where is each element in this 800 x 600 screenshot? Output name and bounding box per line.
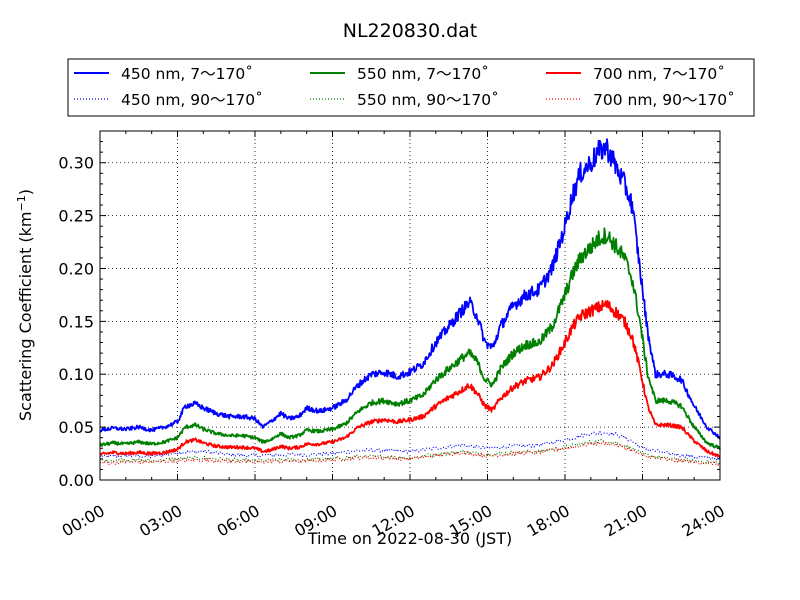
y-axis-label-close: ) — [16, 189, 35, 195]
y-tick-label: 0.00 — [58, 471, 94, 490]
legend-entry-label: 700 nm, 90～170˚ — [593, 91, 735, 109]
series-layer — [99, 138, 721, 467]
legend-box — [67, 58, 755, 117]
legend-entry-label: 450 nm, 90～170˚ — [121, 91, 263, 109]
legend: 450 nm, 7～170˚ 550 nm, 7～170˚ 700 nm, 7～17… — [67, 58, 755, 117]
y-tick-label: 0.10 — [58, 365, 94, 384]
y-tick-label: 0.25 — [58, 207, 94, 226]
series-line-3 — [99, 227, 721, 450]
series-line-1 — [99, 138, 721, 440]
legend-entry-label: 450 nm, 7～170˚ — [121, 65, 253, 83]
y-axis-label: Scattering Coefficient (km−1) — [15, 189, 35, 421]
y-axis-label-main: Scattering Coefficient (km — [16, 211, 35, 421]
series-line-4 — [99, 438, 721, 466]
x-axis-label: Time on 2022-08-30 (JST) — [307, 529, 512, 548]
series-line-2 — [99, 431, 721, 461]
legend-entry-label: 550 nm, 7～170˚ — [357, 65, 489, 83]
y-tick-label: 0.30 — [58, 154, 94, 173]
axis-ticks — [99, 131, 721, 481]
legend-entry-label: 700 nm, 7～170˚ — [593, 65, 725, 83]
y-tick-label: 0.05 — [58, 418, 94, 437]
y-tick-label: 0.15 — [58, 312, 94, 331]
legend-entry-label: 550 nm, 90～170˚ — [357, 91, 499, 109]
y-tick-labels: 0.00 0.05 0.10 0.15 0.20 0.25 0.30 — [58, 154, 94, 490]
y-axis-label-superscript: −1 — [15, 195, 28, 211]
y-tick-label: 0.20 — [58, 259, 94, 278]
chart-title: NL220830.dat — [343, 20, 478, 42]
series-line-5 — [99, 299, 721, 459]
